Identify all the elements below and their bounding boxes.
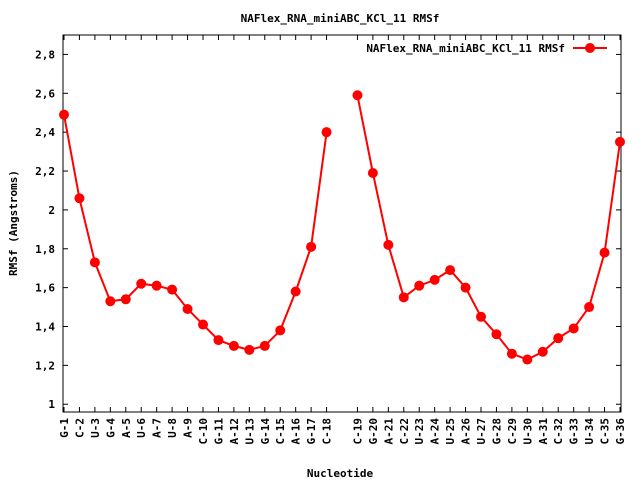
y-tick-label: 2,8 <box>35 48 55 61</box>
y-tick-label: 1,4 <box>35 320 55 333</box>
x-tick-label: G-20 <box>367 418 380 445</box>
x-tick-label: G-17 <box>305 418 318 445</box>
y-axis-label: RMSf (Angstroms) <box>7 170 20 276</box>
legend-marker <box>585 43 595 53</box>
x-tick-label: C-15 <box>274 418 287 445</box>
data-point <box>136 278 147 289</box>
data-point <box>553 333 564 344</box>
x-tick-label: G-33 <box>568 418 581 445</box>
data-point <box>89 257 100 268</box>
y-tick-label: 1,2 <box>35 359 55 372</box>
chart-title: NAFlex_RNA_miniABC_KCl_11 RMSf <box>241 12 440 25</box>
data-point <box>491 329 502 340</box>
data-point <box>321 127 332 138</box>
data-point <box>506 348 517 359</box>
x-tick-label: U-23 <box>413 418 426 445</box>
data-point <box>476 311 486 322</box>
data-point <box>460 282 471 293</box>
x-tick-label: A-26 <box>460 418 473 445</box>
data-point <box>429 274 440 285</box>
legend-label: NAFlex_RNA_miniABC_KCl_11 RMSf <box>366 42 565 55</box>
x-tick-label: C-19 <box>351 418 364 445</box>
y-tick-label: 2,6 <box>35 87 55 100</box>
series-line <box>356 95 621 361</box>
data-point <box>568 323 579 334</box>
x-tick-label: G-36 <box>614 418 627 445</box>
legend: NAFlex_RNA_miniABC_KCl_11 RMSf <box>366 42 607 55</box>
data-point <box>445 265 456 276</box>
x-tick-label: G-4 <box>104 418 117 438</box>
x-tick-label: A-24 <box>429 418 442 445</box>
x-tick-label: U-3 <box>89 418 102 438</box>
data-point <box>383 239 394 250</box>
data-point <box>228 340 239 351</box>
x-tick-label: C-29 <box>506 418 519 445</box>
y-axis: 1 1,2 1,4 1,6 1,8 2 2,2 2,4 2,6 2,8 <box>35 48 621 411</box>
y-tick-label: 1,6 <box>35 282 55 295</box>
x-tick-label: A-16 <box>290 418 303 445</box>
data-point <box>74 193 85 204</box>
x-tick-label: G-14 <box>259 418 272 445</box>
x-tick-label: A-5 <box>120 418 133 438</box>
data-point <box>244 344 255 355</box>
data-point <box>599 247 610 258</box>
x-tick-label: A-31 <box>537 418 550 445</box>
x-tick-label: U-27 <box>475 418 488 445</box>
data-point <box>398 292 409 303</box>
data-point <box>306 241 317 252</box>
data-point <box>584 302 595 313</box>
x-axis: G-1 C-2 U-3 G-4 A-5 U-6 A-7 U-8 A-9 C-10 G-11 A-12 U… <box>58 35 627 445</box>
data-point <box>522 354 533 365</box>
data-point <box>151 280 162 291</box>
x-tick-label: A-9 <box>182 418 195 438</box>
data-point <box>259 340 270 351</box>
data-series <box>59 90 625 365</box>
x-tick-label: U-30 <box>521 418 534 445</box>
data-point <box>105 296 116 307</box>
data-point <box>414 280 425 291</box>
series-line <box>63 114 328 351</box>
data-point <box>352 90 363 101</box>
data-point <box>537 346 548 357</box>
data-point <box>198 319 208 330</box>
data-point <box>167 284 178 295</box>
x-tick-label: C-35 <box>599 418 612 445</box>
x-tick-label: G-28 <box>490 418 503 445</box>
plot-frame <box>62 34 622 413</box>
data-point <box>615 136 625 147</box>
x-tick-label: A-12 <box>228 418 241 445</box>
data-point <box>290 286 301 297</box>
data-point <box>367 167 378 178</box>
y-tick-label: 2 <box>48 204 55 217</box>
x-tick-label: C-2 <box>73 418 86 438</box>
data-point <box>182 304 193 315</box>
data-point <box>275 325 286 336</box>
x-tick-label: U-6 <box>135 418 148 438</box>
x-tick-label: A-7 <box>151 418 164 438</box>
y-tick-label: 1,8 <box>35 243 55 256</box>
x-tick-label: U-8 <box>166 418 179 438</box>
x-tick-label: U-13 <box>243 418 256 445</box>
data-point <box>59 109 69 120</box>
x-tick-label: C-32 <box>552 418 565 445</box>
y-tick-label: 2,2 <box>35 165 55 178</box>
y-tick-label: 1 <box>48 398 55 411</box>
x-tick-label: U-25 <box>444 418 457 445</box>
data-point <box>120 294 131 305</box>
x-tick-label: U-34 <box>583 418 596 445</box>
x-axis-label: Nucleotide <box>307 467 374 480</box>
x-tick-label: C-22 <box>398 418 411 445</box>
x-tick-label: G-11 <box>212 418 225 445</box>
x-tick-label: C-10 <box>197 418 210 445</box>
x-tick-label: C-18 <box>321 418 334 445</box>
y-tick-label: 2,4 <box>35 126 55 139</box>
x-tick-label: A-21 <box>382 418 395 445</box>
data-point <box>213 335 224 346</box>
x-tick-label: G-1 <box>58 418 71 438</box>
